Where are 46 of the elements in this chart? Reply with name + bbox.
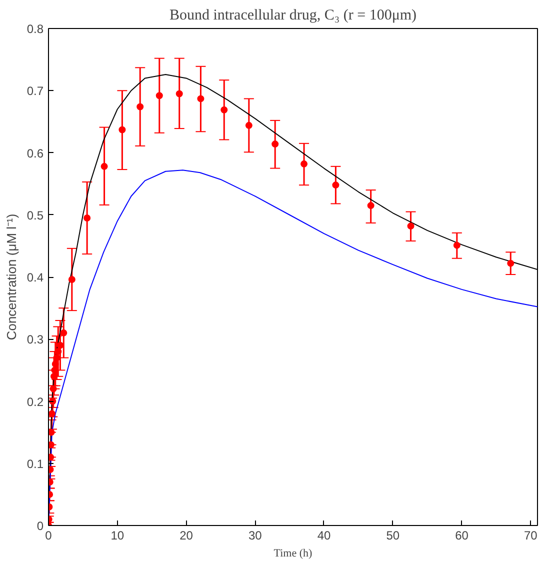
x-tick-label: 50 [386, 528, 400, 542]
x-tick-label: 10 [110, 528, 124, 542]
x-tick-label: 60 [455, 528, 469, 542]
point [220, 106, 228, 114]
x-tick-label: 40 [317, 528, 331, 542]
x-tick-label: 20 [180, 528, 194, 542]
point [53, 354, 60, 362]
point [54, 348, 62, 356]
point [245, 122, 252, 129]
point [197, 95, 204, 102]
point [68, 276, 76, 283]
point [100, 162, 108, 170]
point [300, 160, 308, 168]
point [118, 126, 126, 134]
y-tick-label: 0.7 [26, 84, 44, 98]
point [84, 214, 91, 222]
point [136, 103, 144, 110]
point [48, 454, 54, 461]
point [332, 182, 340, 189]
point [367, 202, 374, 210]
point [156, 92, 163, 100]
y-tick-label: 0.6 [26, 146, 44, 160]
point [272, 140, 279, 148]
y-tick-label: 0.2 [26, 394, 44, 409]
chart-title: Bound intracellular drug, C₃ (r = 100μm) [169, 8, 417, 24]
y-axis-title: Concentration (μM l⁻¹) [4, 214, 19, 340]
point [407, 222, 414, 230]
point [453, 242, 460, 249]
point [507, 260, 514, 267]
point [60, 329, 68, 336]
y-tick-label: 0.4 [26, 270, 44, 284]
y-tick-label: 0.3 [26, 332, 44, 347]
point [48, 428, 55, 436]
y-tick-label: 0.8 [26, 22, 44, 36]
x-tick-label: 30 [248, 528, 262, 542]
point [48, 441, 54, 448]
y-tick-label: 0.1 [26, 456, 44, 471]
x-tick-label: 70 [524, 528, 538, 542]
x-tick-label: 0 [45, 528, 52, 542]
point [52, 360, 59, 368]
x-axis-title: Time (h) [274, 548, 313, 560]
y-tick-label: 0 [36, 519, 44, 533]
point [176, 90, 183, 98]
point [48, 410, 56, 418]
point [56, 342, 64, 349]
y-tick-label: 0.5 [26, 208, 44, 222]
